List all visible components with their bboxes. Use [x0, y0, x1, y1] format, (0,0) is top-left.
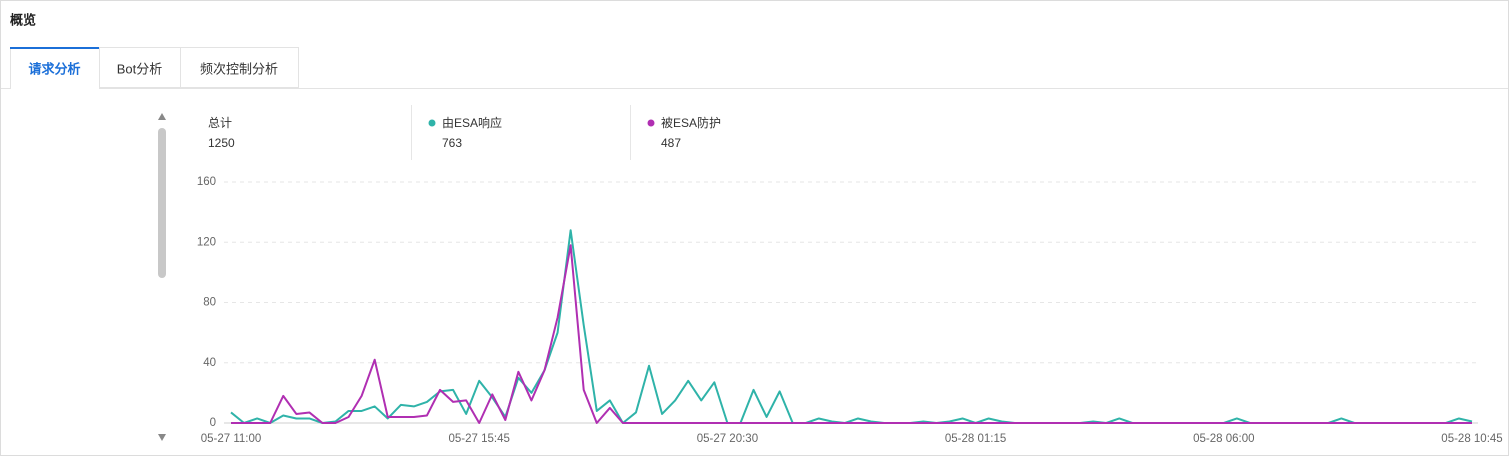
scroll-down[interactable] [158, 434, 166, 441]
y-tick-label: 40 [203, 357, 216, 369]
y-tick-label: 120 [197, 236, 216, 248]
scroll-up[interactable] [158, 113, 166, 120]
legend-dot [428, 119, 436, 127]
tab-active-bar [10, 47, 100, 49]
summary-label: 被ESA防护 [661, 115, 721, 130]
summary-label: 总计 [208, 116, 232, 130]
x-tick-label: 05-27 15:45 [449, 433, 510, 445]
summary: 总计 1250 由ESA响应 763 被ESA防护 487 [208, 115, 721, 150]
x-tick-label: 05-28 10:45 [1441, 433, 1502, 445]
tab[interactable] [10, 47, 100, 89]
tab[interactable] [99, 47, 181, 88]
tab[interactable] [180, 47, 299, 88]
y-tick-label: 80 [203, 297, 216, 309]
series-line [231, 244, 1472, 424]
tab-bar: 请求分析 Bot分析 频次控制分析 [10, 47, 299, 90]
tab-label[interactable]: 请求分析 [28, 61, 80, 76]
x-tick-label: 05-28 01:15 [945, 433, 1006, 445]
summary-value: 1250 [208, 136, 235, 150]
chart: 0 40 80 120 160 05-27 11:00 05-27 15:45 05-27 2… [197, 176, 1503, 445]
tab-label[interactable]: Bot分析 [117, 61, 163, 76]
summary-value: 487 [661, 136, 681, 150]
panel-title: 概览 [10, 12, 36, 27]
summary-label: 由ESA响应 [442, 115, 502, 130]
x-tick-label: 05-28 06:00 [1193, 433, 1254, 445]
summary-value: 763 [442, 136, 462, 150]
y-tick-label: 0 [210, 417, 216, 429]
y-tick-label: 160 [197, 176, 216, 188]
tab-label[interactable]: 频次控制分析 [200, 61, 278, 76]
scrollbar-thumb[interactable] [158, 128, 166, 278]
x-tick-label: 05-27 20:30 [697, 433, 758, 445]
x-tick-label: 05-27 11:00 [201, 433, 262, 445]
legend-dot [647, 119, 655, 127]
tab-cover [11, 87, 99, 90]
